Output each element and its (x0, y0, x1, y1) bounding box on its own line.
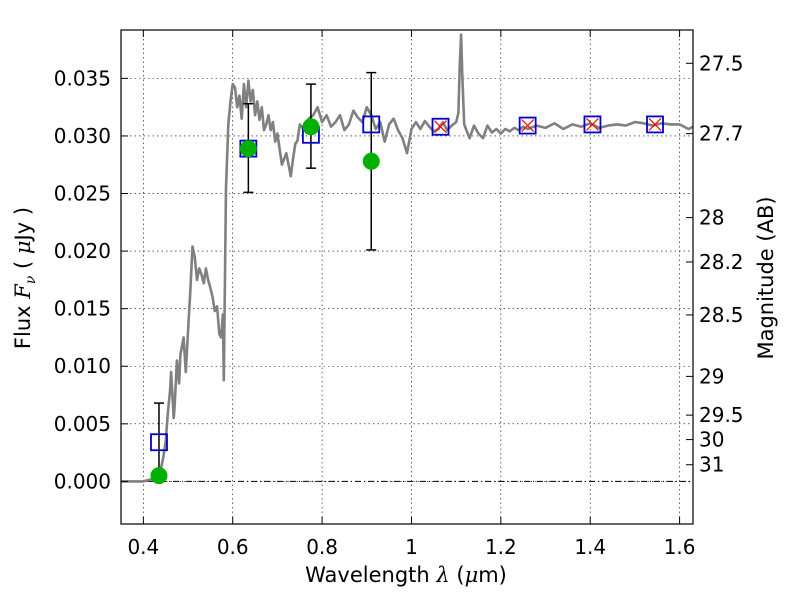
observed-point (302, 118, 320, 136)
y-tick-label: 0.000 (54, 469, 111, 493)
magnitude-tick-label: 27.7 (699, 122, 744, 146)
model-square (583, 115, 602, 134)
x-tick-label: 0.6 (217, 535, 249, 559)
y-tick-label: 0.030 (54, 124, 111, 148)
observed-layer (150, 118, 380, 485)
y-tick-labels: 0.000 0.005 0.010 0.015 0.020 0.025 0.030 0.035 (54, 66, 111, 493)
magnitude-tick-label: 28.5 (699, 303, 744, 327)
y-tick-label: 0.035 (54, 66, 111, 90)
model-square (431, 117, 450, 136)
tick-marks (121, 30, 693, 524)
y-tick-label: 0.015 (54, 297, 111, 321)
spectrum-layer (121, 33, 694, 483)
model-square (362, 115, 381, 134)
magnitude-tick-label: 29 (699, 364, 724, 388)
x-tick-label: 0.4 (127, 535, 159, 559)
x-tick-label: 1.4 (574, 535, 606, 559)
magnitude-tick-label: 27.5 (699, 51, 744, 75)
model-cross (586, 117, 599, 131)
x-tick-labels: 0.4 0.6 0.8 1 1.2 1.4 1.6 (127, 535, 695, 559)
x-tick-label: 0.8 (306, 535, 338, 559)
model-cross (434, 120, 447, 134)
model-cross-layer (434, 117, 662, 134)
plot-background (121, 30, 693, 524)
y-tick-label: 0.020 (54, 239, 111, 263)
y-tick-label: 0.010 (54, 354, 111, 378)
model-square (646, 115, 664, 134)
y-axis-label: Flux Fν ( μJy ) (11, 207, 39, 349)
observed-point (362, 152, 380, 170)
magnitude-tick-label: 31 (699, 453, 724, 477)
x-tick-label: 1 (405, 535, 418, 559)
model-square (518, 116, 537, 135)
x-tick-label: 1.6 (664, 535, 696, 559)
model-cross (521, 119, 535, 133)
y-tick-label: 0.005 (54, 412, 111, 436)
plot-frame (120, 29, 694, 525)
x-axis-label: Wavelength λ (μm) (305, 563, 507, 587)
right-axis-label: Magnitude (AB) (754, 196, 778, 359)
magnitude-tick-label: 29.5 (699, 403, 744, 427)
spectrum-line (121, 33, 694, 483)
magnitude-tick-label: 28 (699, 206, 724, 230)
magnitude-tick-label: 28.2 (699, 250, 744, 274)
observed-point (239, 140, 257, 158)
model-square (150, 433, 168, 452)
y-tick-label: 0.025 (54, 182, 111, 206)
observed-point (150, 467, 168, 485)
x-tick-label: 1.2 (485, 535, 517, 559)
model-cross (648, 117, 662, 131)
magnitude-tick-label: 30 (699, 428, 724, 452)
